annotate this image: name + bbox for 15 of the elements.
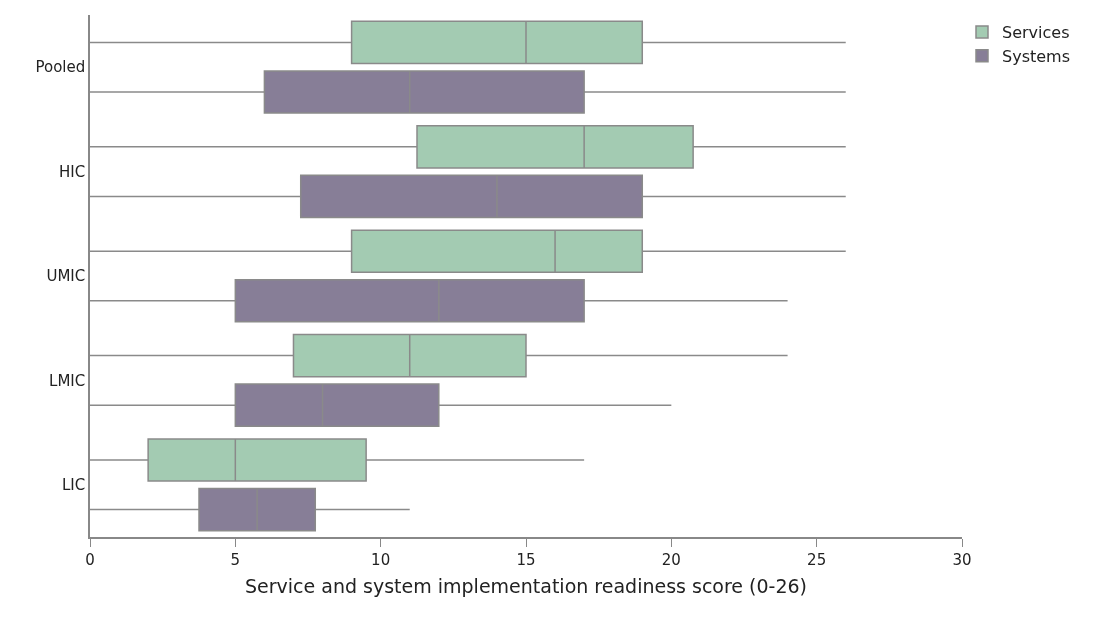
- y-tick-label: LIC: [61, 476, 86, 495]
- x-tick-label: 15: [516, 550, 536, 569]
- x-tick-label: 0: [85, 550, 95, 569]
- y-tick-label: Pooled: [35, 58, 86, 77]
- legend-label: Services: [1002, 23, 1070, 43]
- y-tick-label: UMIC: [46, 267, 86, 286]
- x-tick-label: 5: [230, 550, 241, 569]
- x-tick-label: 20: [661, 550, 681, 569]
- x-tick-label: 10: [371, 550, 391, 569]
- legend-label: Systems: [1002, 46, 1070, 66]
- y-tick-label: LMIC: [49, 371, 86, 390]
- y-tick-label: HIC: [59, 162, 86, 181]
- x-tick-label: 30: [952, 550, 972, 569]
- x-tick-label: 25: [807, 550, 827, 569]
- x-axis-title: Service and system implementation readiness score (0-26): [244, 575, 808, 598]
